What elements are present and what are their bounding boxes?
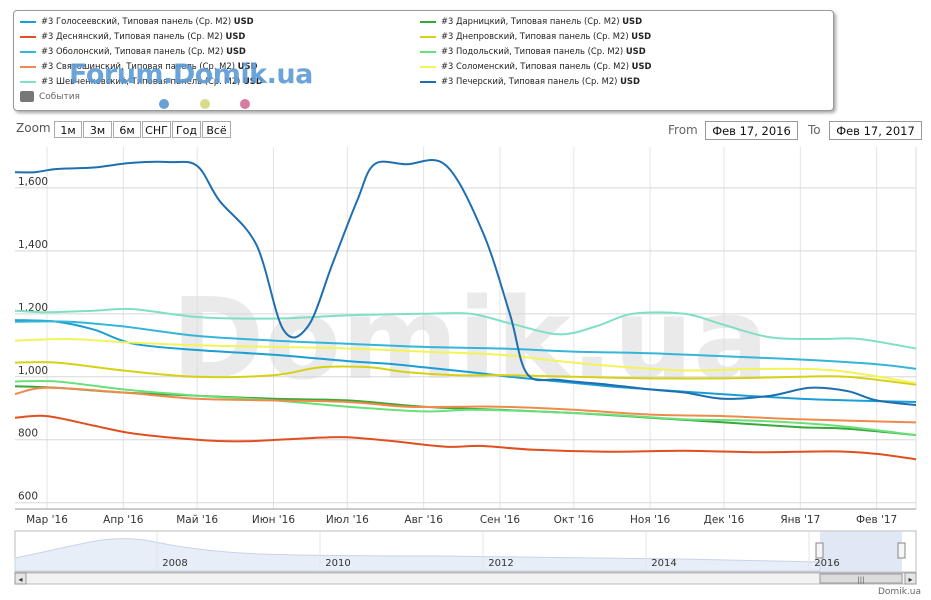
legend-swatch-icon [20,35,36,38]
legend-swatch-icon [20,50,36,53]
navigator-selection[interactable] [820,531,902,572]
legend-item[interactable]: #3 Оболонский, Типовая панель (Ср. М2) U… [20,45,246,57]
legend-item-unit: USD [622,16,643,26]
legend-item-label: #3 Оболонский, Типовая панель (Ср. М2) [41,46,227,56]
forum-watermark: Forum.Domik.ua [69,59,313,90]
legend-item[interactable]: #3 Дарницкий, Типовая панель (Ср. М2) US… [420,15,642,27]
legend-item[interactable]: #3 Подольский, Типовая панель (Ср. М2) U… [420,45,646,57]
zoom-button[interactable]: 3м [83,121,112,138]
legend-item-unit: USD [620,76,640,86]
legend-item-unit: USD [237,61,258,71]
zoom-button[interactable]: Год [172,121,201,138]
legend-item[interactable]: #3 Шевченковский, Типовая панель (Ср. М2… [20,75,263,87]
legend-swatch-icon [20,80,36,83]
navigator-left-handle[interactable] [815,542,824,559]
legend-item-label: #3 Дарницкий, Типовая панель (Ср. М2) [441,16,623,26]
legend-item-label: #3 Соломенский, Типовая панель (Ср. М2) [441,61,632,71]
to-label: To [808,123,821,137]
legend-item-unit: USD [631,31,652,41]
legend-item[interactable]: #3 Голосеевский, Типовая панель (Ср. М2)… [20,15,254,27]
legend-swatch-icon [420,65,436,68]
arrow-left-icon: ◂ [18,575,22,584]
navigator-year-label: 2008 [162,558,187,569]
legend-item-unit: USD [625,46,646,56]
scroll-right-button[interactable] [904,572,917,585]
legend-swatch-icon [420,80,436,83]
legend-item-unit: USD [233,16,254,26]
zoom-button[interactable]: 1м [54,121,82,138]
legend-item-unit: USD [631,61,652,71]
scrollbar-thumb[interactable] [819,573,903,584]
credit-link[interactable]: Domik.ua [878,587,921,597]
legend-item-label: #3 Печерский, Типовая панель (Ср. М2) [441,76,621,86]
scrollbar-track[interactable] [14,572,917,585]
navigator-year-label: 2014 [651,558,676,569]
navigator-right-handle[interactable] [897,542,906,559]
navigator-year-labels: 2008 2010 2012 2014 2016 [156,531,840,571]
legend-item-unit: USD [226,46,246,56]
arrow-right-icon: ▸ [908,575,912,584]
events-toggle[interactable]: События [20,91,80,102]
navigator-year-label: 2010 [325,558,350,569]
legend-swatch-icon [420,20,436,23]
scroll-left-button[interactable] [14,572,27,585]
legend-item-label: #3 Голосеевский, Типовая панель (Ср. М2) [41,16,234,26]
legend-item-label: #3 Днепровский, Типовая панель (Ср. М2) [441,31,632,41]
from-date-input[interactable]: Фев 17, 2016 [705,121,798,140]
legend-item-label: #3 Святошинский, Типовая панель (Ср. М2) [41,61,238,71]
navigator-area [14,538,821,572]
scrollbar-grip-icon: ||| [857,576,864,584]
zoom-label: Zoom [16,121,51,135]
legend-item-label: #3 Деснянский, Типовая панель (Ср. М2) [41,31,226,41]
legend-item-unit: USD [242,76,263,86]
legend-item[interactable]: #3 Соломенский, Типовая панель (Ср. М2) … [420,60,651,72]
from-label: From [668,123,698,137]
legend-swatch-icon [20,65,36,68]
event-dot[interactable] [159,99,169,109]
navigator-year-label: 2016 [814,558,839,569]
to-date-input[interactable]: Фев 17, 2017 [829,121,922,140]
legend-swatch-icon [420,50,436,53]
legend-item[interactable]: #3 Деснянский, Типовая панель (Ср. М2) U… [20,30,245,42]
legend-item[interactable]: #3 Печерский, Типовая панель (Ср. М2) US… [420,75,640,87]
legend-swatch-icon [20,20,36,23]
zoom-button[interactable]: Всё [202,121,231,138]
legend: #3 Голосеевский, Типовая панель (Ср. М2)… [13,10,834,111]
legend-item[interactable]: #3 Днепровский, Типовая панель (Ср. М2) … [420,30,651,42]
event-dot[interactable] [200,99,210,109]
event-dot[interactable] [240,99,250,109]
legend-swatch-icon [420,35,436,38]
legend-item[interactable]: #3 Святошинский, Типовая панель (Ср. М2)… [20,60,257,72]
events-checkbox-icon [20,91,34,102]
zoom-button[interactable]: СНГ [142,121,171,138]
legend-item-label: #3 Подольский, Типовая панель (Ср. М2) [441,46,626,56]
navigator-year-label: 2012 [488,558,513,569]
events-label: События [39,92,80,102]
zoom-button[interactable]: 6м [113,121,141,138]
legend-item-label: #3 Шевченковский, Типовая панель (Ср. М2… [41,76,243,86]
legend-item-unit: USD [225,31,246,41]
